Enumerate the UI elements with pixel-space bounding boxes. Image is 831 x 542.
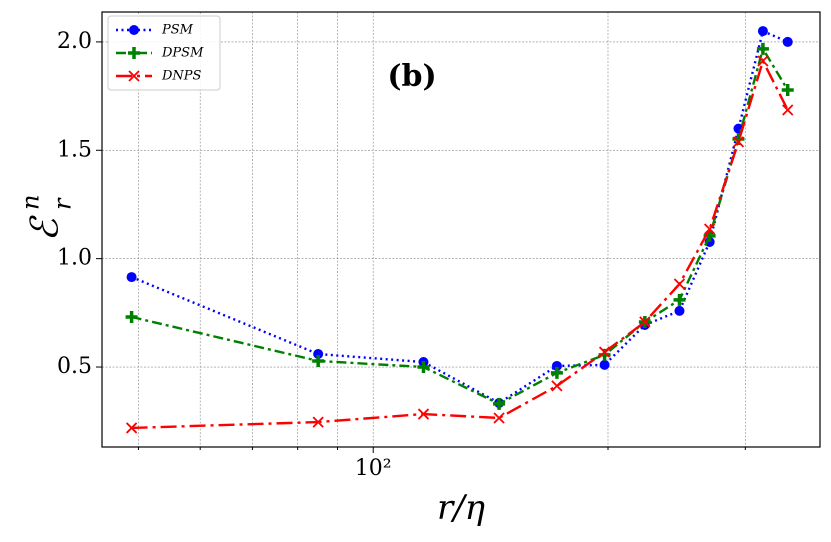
marker xyxy=(129,25,139,35)
marker xyxy=(313,349,324,360)
y-tick-label: 2.0 xyxy=(57,29,92,54)
legend: PSM DPSM DNPS xyxy=(107,15,221,91)
marker xyxy=(756,42,769,55)
marker xyxy=(732,136,745,148)
series-line xyxy=(131,29,789,405)
marker xyxy=(599,359,610,370)
series-line xyxy=(131,57,789,430)
x-tick-label: 10² xyxy=(355,456,392,481)
marker xyxy=(493,412,505,424)
marker xyxy=(598,346,611,358)
marker xyxy=(417,361,430,374)
series-line xyxy=(131,45,789,406)
x-axis-label: r/η xyxy=(437,488,486,528)
annotation: (b) xyxy=(387,59,436,94)
marker xyxy=(128,70,140,82)
y-tick-label: 1.0 xyxy=(57,246,92,271)
y-axis-label: ℰ n r xyxy=(17,195,77,242)
y-tick-label: 1.5 xyxy=(57,137,92,162)
marker xyxy=(493,397,506,410)
marker xyxy=(674,305,685,316)
legend-label: DPSM xyxy=(161,46,204,61)
marker xyxy=(639,316,651,328)
y-label-base: ℰ xyxy=(23,215,67,242)
plot-frame xyxy=(101,11,821,448)
marker xyxy=(673,293,686,306)
marker xyxy=(704,223,716,235)
marker xyxy=(417,408,430,420)
marker xyxy=(550,366,563,379)
marker xyxy=(551,380,563,392)
marker xyxy=(782,36,793,47)
marker xyxy=(757,55,769,67)
legend-label: DNPS xyxy=(161,69,202,84)
marker xyxy=(125,310,138,323)
legend-label: PSM xyxy=(161,23,194,38)
marker xyxy=(781,84,794,97)
marker xyxy=(673,278,686,290)
y-tick-label: 0.5 xyxy=(57,354,92,379)
marker xyxy=(757,26,768,37)
y-label-sup: n xyxy=(17,195,45,210)
marker xyxy=(312,354,325,367)
marker xyxy=(312,416,324,428)
marker xyxy=(128,47,140,59)
y-label-sub: r xyxy=(49,197,77,210)
marker xyxy=(551,360,562,371)
marker xyxy=(125,422,138,434)
marker xyxy=(126,272,137,283)
marker xyxy=(782,104,794,116)
